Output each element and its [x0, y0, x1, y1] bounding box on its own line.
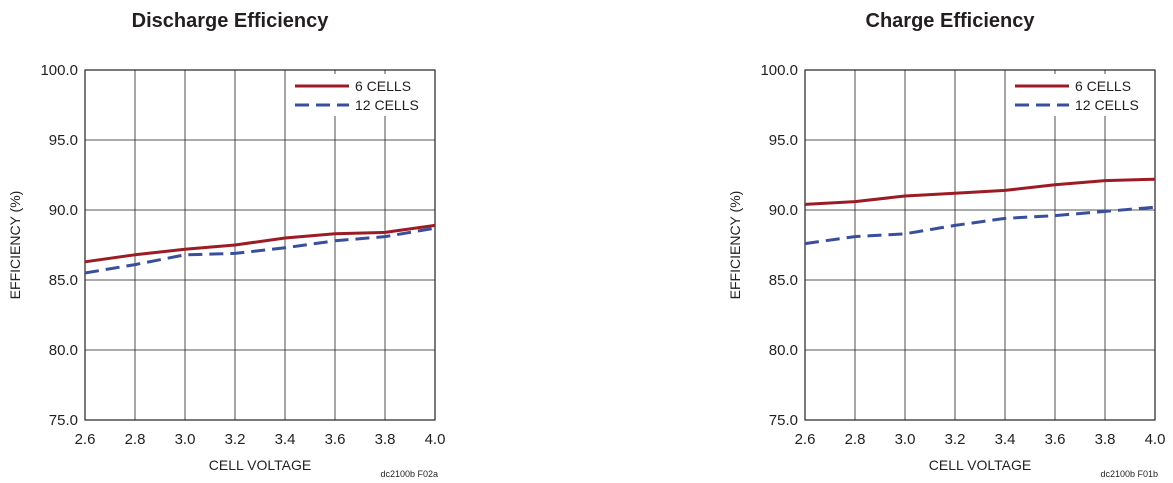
series-line-12-cells: [84, 226, 436, 275]
x-axis-label: CELL VOLTAGE: [929, 457, 1031, 473]
legend-background: [288, 74, 432, 116]
y-tick-label: 95.0: [769, 132, 798, 149]
x-tick-label: 3.0: [175, 431, 196, 448]
plot-frame: [804, 69, 1156, 421]
y-tick-label: 90.0: [769, 202, 798, 219]
plot-frame: [84, 69, 436, 421]
chart-1: Discharge Efficiency 6 CELLS 12 CELLS 2.6 2.…: [7, 10, 445, 479]
series-line-6-cells: [84, 223, 436, 264]
y-tick-label: 75.0: [769, 412, 798, 429]
x-tick-label: 3.4: [275, 431, 296, 448]
y-tick-label: 90.0: [49, 202, 78, 219]
x-tick-label: 3.6: [325, 431, 346, 448]
y-tick-label: 100.0: [760, 62, 798, 79]
series-line-6-cells: [804, 177, 1156, 206]
x-tick-label: 3.6: [1045, 431, 1066, 448]
chart-2: Charge Efficiency 6 CELLS 12 CELLS 2.6 2.8 3.…: [727, 10, 1165, 479]
figure-code: dc2100b F02a: [380, 469, 438, 479]
x-tick-label: 2.8: [125, 431, 146, 448]
x-tick-label: 3.0: [895, 431, 916, 448]
x-tick-label: 2.6: [75, 431, 96, 448]
x-tick-label: 2.8: [845, 431, 866, 448]
legend-background: [1008, 74, 1152, 116]
figure-code: dc2100b F01b: [1100, 469, 1158, 479]
y-tick-label: 80.0: [769, 342, 798, 359]
x-tick-label: 3.8: [1095, 431, 1116, 448]
chart-title: Charge Efficiency: [866, 10, 1036, 32]
x-tick-label: 3.4: [995, 431, 1016, 448]
y-tick-label: 80.0: [49, 342, 78, 359]
legend-label: 6 CELLS: [355, 78, 411, 94]
y-tick-label: 100.0: [40, 62, 78, 79]
x-tick-label: 4.0: [425, 431, 446, 448]
x-tick-label: 3.8: [375, 431, 396, 448]
legend-label: 12 CELLS: [355, 97, 419, 113]
y-tick-label: 75.0: [49, 412, 78, 429]
legend-label: 6 CELLS: [1075, 78, 1131, 94]
y-tick-label: 85.0: [49, 272, 78, 289]
series-line-12-cells: [804, 205, 1156, 246]
y-tick-label: 85.0: [769, 272, 798, 289]
chart-title: Discharge Efficiency: [132, 10, 330, 32]
y-tick-label: 95.0: [49, 132, 78, 149]
x-tick-label: 3.2: [225, 431, 246, 448]
x-tick-label: 3.2: [945, 431, 966, 448]
y-axis-label: EFFICIENCY (%): [727, 191, 743, 300]
x-tick-label: 4.0: [1145, 431, 1166, 448]
legend-label: 12 CELLS: [1075, 97, 1139, 113]
x-axis-label: CELL VOLTAGE: [209, 457, 311, 473]
x-tick-label: 2.6: [795, 431, 816, 448]
y-axis-label: EFFICIENCY (%): [7, 191, 23, 300]
